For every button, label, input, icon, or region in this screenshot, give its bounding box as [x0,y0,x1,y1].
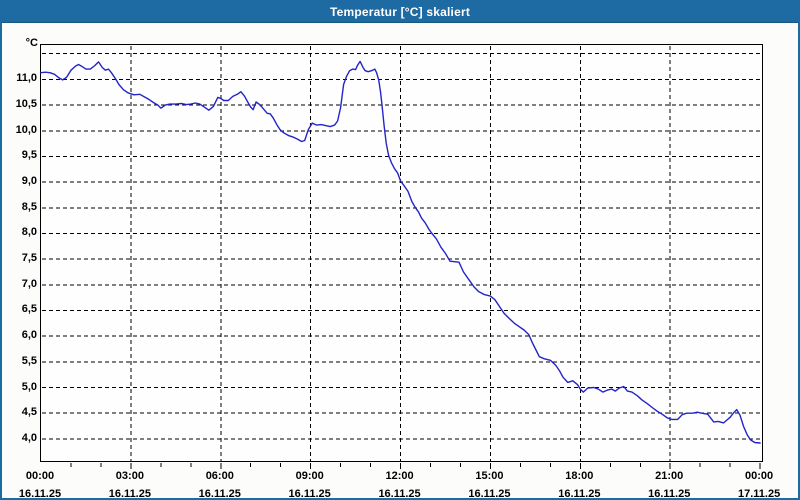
y-tick-label: 5,0 [21,380,37,393]
x-tick-time-label: 00:00 [745,470,774,482]
x-tick-time-label: 18:00 [565,470,594,482]
y-tick-label: 8,0 [21,226,37,239]
y-tick-label: 5,5 [21,354,37,367]
x-tick-date-label: 16.11.25 [558,488,601,500]
x-tick-date-label: 16.11.25 [648,488,691,500]
y-tick-label: 7,5 [21,252,37,265]
x-tick-date-label: 16.11.25 [378,488,421,500]
x-tick-time-label: 15:00 [475,470,504,482]
y-tick-label: 7,0 [21,277,37,290]
x-tick-date-label: 16.11.25 [288,488,331,500]
y-tick-label: 10,5 [15,98,37,111]
x-tick-date-label: 16.11.25 [198,488,241,500]
y-tick-label: 4,0 [21,431,37,444]
y-tick-label: 4,5 [21,406,37,419]
vertical-gridlines [130,46,671,462]
y-tick-label: 6,5 [21,303,37,316]
y-tick-label: 10,0 [15,123,37,136]
x-axis-tick-marks [70,463,761,469]
x-tick-time-label: 09:00 [295,470,324,482]
x-tick-time-label: 00:00 [25,470,55,482]
y-tick-label: 9,5 [21,149,37,162]
x-tick-date-label: 16.11.25 [18,488,62,500]
chart-content: °C 11,0 10,5 10,0 9,5 9,0 8,5 8,0 7,5 7,0 6,5 6,0 5… [2,24,798,500]
y-tick-label: 11,0 [16,72,37,85]
x-tick-time-label: 21:00 [655,470,684,482]
x-tick-time-label: 12:00 [385,470,414,482]
plot-area [40,44,763,469]
x-tick-date-label: 16.11.25 [468,488,511,500]
temperature-line-chart [40,46,763,469]
horizontal-gridlines [42,53,763,440]
y-tick-label: 9,0 [21,175,37,188]
x-tick-date-label: 16.11.25 [108,488,151,500]
window-title-bar[interactable]: Temperatur [°C] skaliert [2,2,798,23]
temperature-line [40,60,761,444]
y-tick-label: 6,0 [21,329,37,342]
x-tick-date-label: 17.11.25 [737,488,781,500]
window-title: Temperatur [°C] skaliert [329,5,471,19]
x-tick-time-label: 03:00 [115,470,144,482]
y-axis-unit-label: °C [25,37,38,49]
x-tick-time-label: 06:00 [205,470,234,482]
y-tick-label: 8,5 [21,200,37,213]
